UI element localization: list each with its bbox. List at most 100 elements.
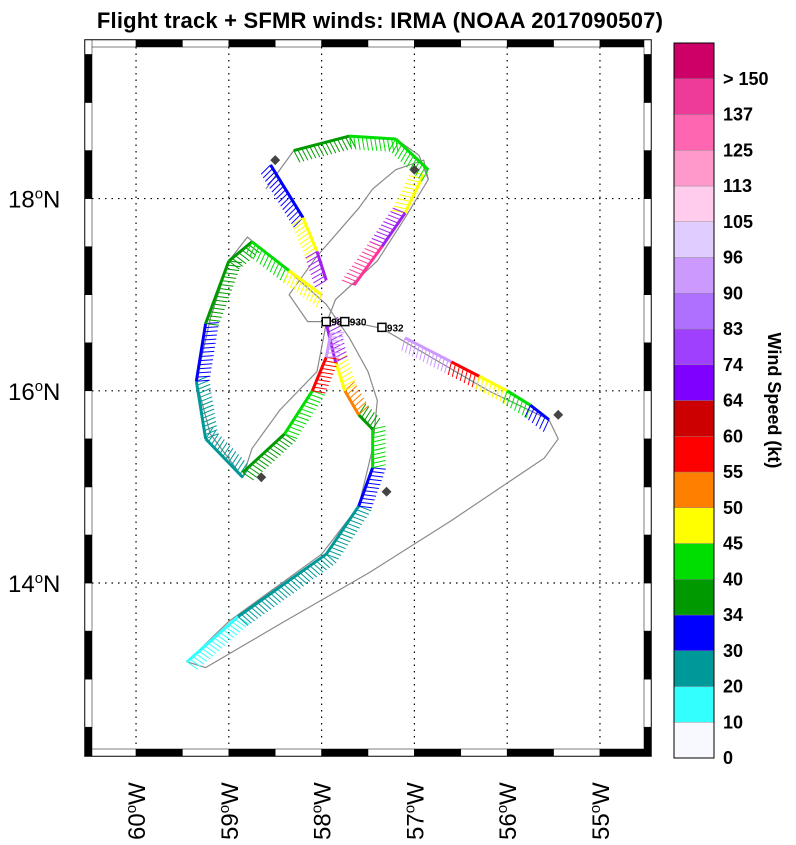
wind-segment-line [194,323,208,382]
frame-top-tick [321,39,369,48]
wind-segment [371,425,386,469]
wind-barb-ticks [358,403,381,430]
frame-left-tick [84,342,93,392]
colorbar-label: 50 [723,498,743,518]
colorbar-bin [673,686,715,723]
frame-bottom-tick [506,748,554,757]
frame-top-tick [274,39,322,48]
frame-top-tick [135,39,183,48]
wind-segment-line [204,437,244,479]
center-fix-label: 932 [387,323,404,334]
colorbar-bin [673,364,715,401]
wind-barb-ticks [196,322,219,382]
frame-right-tick [643,438,652,488]
wind-barb-ticks [401,337,452,376]
latitude-label: 14oN [8,570,60,598]
frame-top-tick [228,39,276,48]
colorbar-outline [673,42,715,759]
colorbar-label: 113 [723,176,752,196]
wind-segment [310,356,340,394]
wind-segment-line [315,250,328,281]
wind-barb-ticks [344,381,369,416]
colorbar-bin [673,614,715,651]
frame-right-tick [643,246,652,295]
colorbar-bin [673,471,715,508]
wind-segment-line [394,137,430,171]
frame-left-tick [84,294,93,343]
center-fix-marker [340,316,350,327]
wind-segment-line [301,217,319,253]
wind-barb-ticks [475,376,508,404]
colorbar-bin [673,579,715,616]
wind-barb-ticks [284,390,326,439]
longitude-label: 56oW [494,782,522,840]
frame-right-tick [643,630,652,680]
center-fix-marker [377,322,387,333]
wind-segment [241,432,296,481]
wind-speed-colorbar: 0 10 20 30 34 40 45 50 55 60 64 74 83 90 96 105 113 125 13… [673,42,784,768]
wind-segment [475,375,508,404]
frame-top-tick [599,39,647,48]
wind-segment [245,240,291,284]
frame-right-tick [643,678,652,728]
graticule-grid [92,47,644,749]
wind-segment [524,404,550,432]
wind-segment [401,336,453,376]
wind-barb-ticks [260,164,304,228]
waypoint-diamond [381,486,392,497]
frame-bottom-tick [553,748,601,757]
waypoint-diamond [553,409,564,420]
colorbar-label: 137 [723,105,753,125]
colorbar-bin [673,543,715,580]
colorbar-bin [673,150,715,187]
latitude-labels: 14oN 16oN 18oN [8,186,60,598]
colorbar-label: 40 [723,569,743,589]
colorbar-label: 105 [723,212,753,232]
frame-left-tick [84,150,93,199]
frame-left-tick [84,582,93,632]
wind-barb-ticks [196,375,219,440]
wind-segment [343,381,369,416]
wind-barb-ticks [293,135,357,163]
frame-right-tick [643,342,652,392]
colorbar-label: > 150 [723,69,769,89]
wind-segment [283,389,326,439]
frame-bottom-tick [367,748,415,757]
wind-segment-line [251,240,291,272]
wind-barb-ticks [348,136,399,153]
wind-segment [260,164,305,228]
frame-right-tick [643,534,652,584]
wind-barb-ticks [369,207,406,248]
frame-left-tick [84,54,93,103]
colorbar-bin [673,185,715,222]
wind-barb-ticks [291,217,318,260]
wind-segment-line [237,552,328,618]
frame-right-tick [643,150,652,199]
waypoint-diamond [270,155,281,166]
wind-segment-line [324,323,337,363]
wind-segment [293,134,357,163]
frame-left-tick [84,630,93,680]
colorbar-bin [673,400,715,437]
longitude-label: 60oW [123,782,151,840]
wind-segment-line [478,375,508,393]
wind-segment [325,505,372,560]
frame-right-tick [643,582,652,632]
wind-barb-ticks [283,270,323,308]
wind-barb-ticks [205,260,243,326]
waypoints [256,155,564,497]
frame-top-tick [414,39,462,48]
waypoint-diamond [409,164,420,175]
frame-left-tick [84,198,93,247]
colorbar-bin [673,328,715,365]
wind-segment [237,552,337,626]
frame-top-tick [460,39,508,48]
wind-segment [291,217,319,260]
map-frame [84,39,652,757]
wind-segment-line [269,164,305,219]
wind-segment-line [186,615,240,663]
wind-barb-ticks [245,241,290,284]
frame-left-tick [84,102,93,151]
wind-barb-ticks [305,250,327,288]
